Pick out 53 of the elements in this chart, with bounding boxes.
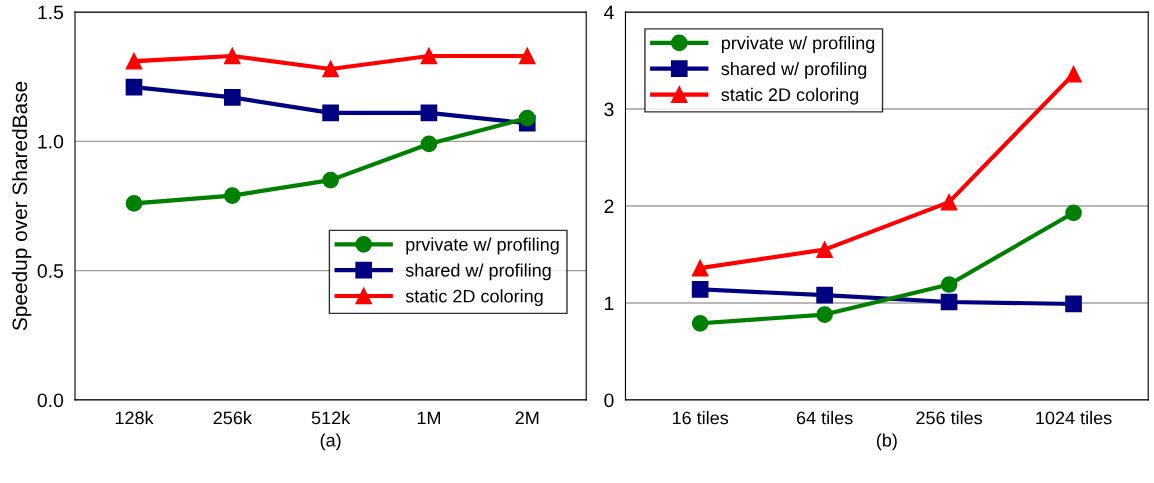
point — [518, 47, 536, 65]
point — [322, 60, 339, 78]
point — [125, 195, 143, 212]
y-tick-label: 1 — [605, 296, 614, 311]
point — [322, 171, 339, 189]
point — [691, 314, 709, 332]
point — [223, 47, 241, 65]
point — [223, 187, 241, 204]
x-tick-label: 512k — [311, 411, 351, 425]
legend-label: static 2D coloring — [721, 87, 859, 105]
point — [691, 281, 709, 298]
point — [420, 104, 438, 122]
legend-label: static 2D coloring — [405, 289, 543, 307]
point — [816, 306, 833, 323]
point — [1065, 204, 1082, 222]
x-tick-label: 256 tiles — [916, 411, 983, 425]
point — [816, 241, 833, 258]
point — [816, 286, 833, 304]
x-tick-label: 1024 tiles — [1036, 411, 1112, 425]
y-tick-label: 4 — [603, 5, 614, 20]
point — [125, 52, 143, 70]
point — [518, 109, 536, 127]
x-axis-title: (a) — [320, 433, 341, 451]
point — [125, 78, 143, 96]
point — [223, 89, 241, 106]
point — [420, 47, 438, 65]
x-tick-label: 256k — [213, 411, 252, 425]
point — [940, 293, 958, 311]
legend-label: prvivate w/ profiling — [721, 36, 875, 53]
x-tick-label: 1M — [417, 411, 440, 425]
y-axis-title: Speedup over SharedBase — [11, 81, 32, 331]
point — [940, 276, 958, 293]
point — [691, 259, 709, 277]
y-tick-label: 2 — [604, 199, 614, 214]
x-tick-label: 2M — [515, 411, 539, 425]
y-tick-label: 0.0 — [37, 393, 64, 408]
point — [420, 135, 438, 153]
x-axis-title: (b) — [876, 433, 897, 451]
x-tick-label: 128k — [115, 411, 154, 425]
y-tick-label: 1.5 — [38, 5, 64, 20]
y-tick-label: 0.5 — [37, 264, 64, 278]
y-tick-label: 3 — [604, 102, 614, 117]
legend-label: shared w/ profiling — [405, 263, 551, 281]
point — [1065, 295, 1082, 313]
x-tick-label: 64 tiles — [796, 411, 853, 425]
point — [940, 193, 958, 211]
x-tick-label: 16 tiles — [672, 411, 729, 425]
y-tick-label: 0 — [604, 393, 614, 408]
y-tick-label: 1.0 — [38, 134, 64, 149]
legend-label: prvivate w/ profiling — [406, 237, 559, 255]
point — [1065, 65, 1082, 83]
legend-label: shared w/ profiling — [721, 61, 867, 79]
point — [322, 104, 339, 122]
